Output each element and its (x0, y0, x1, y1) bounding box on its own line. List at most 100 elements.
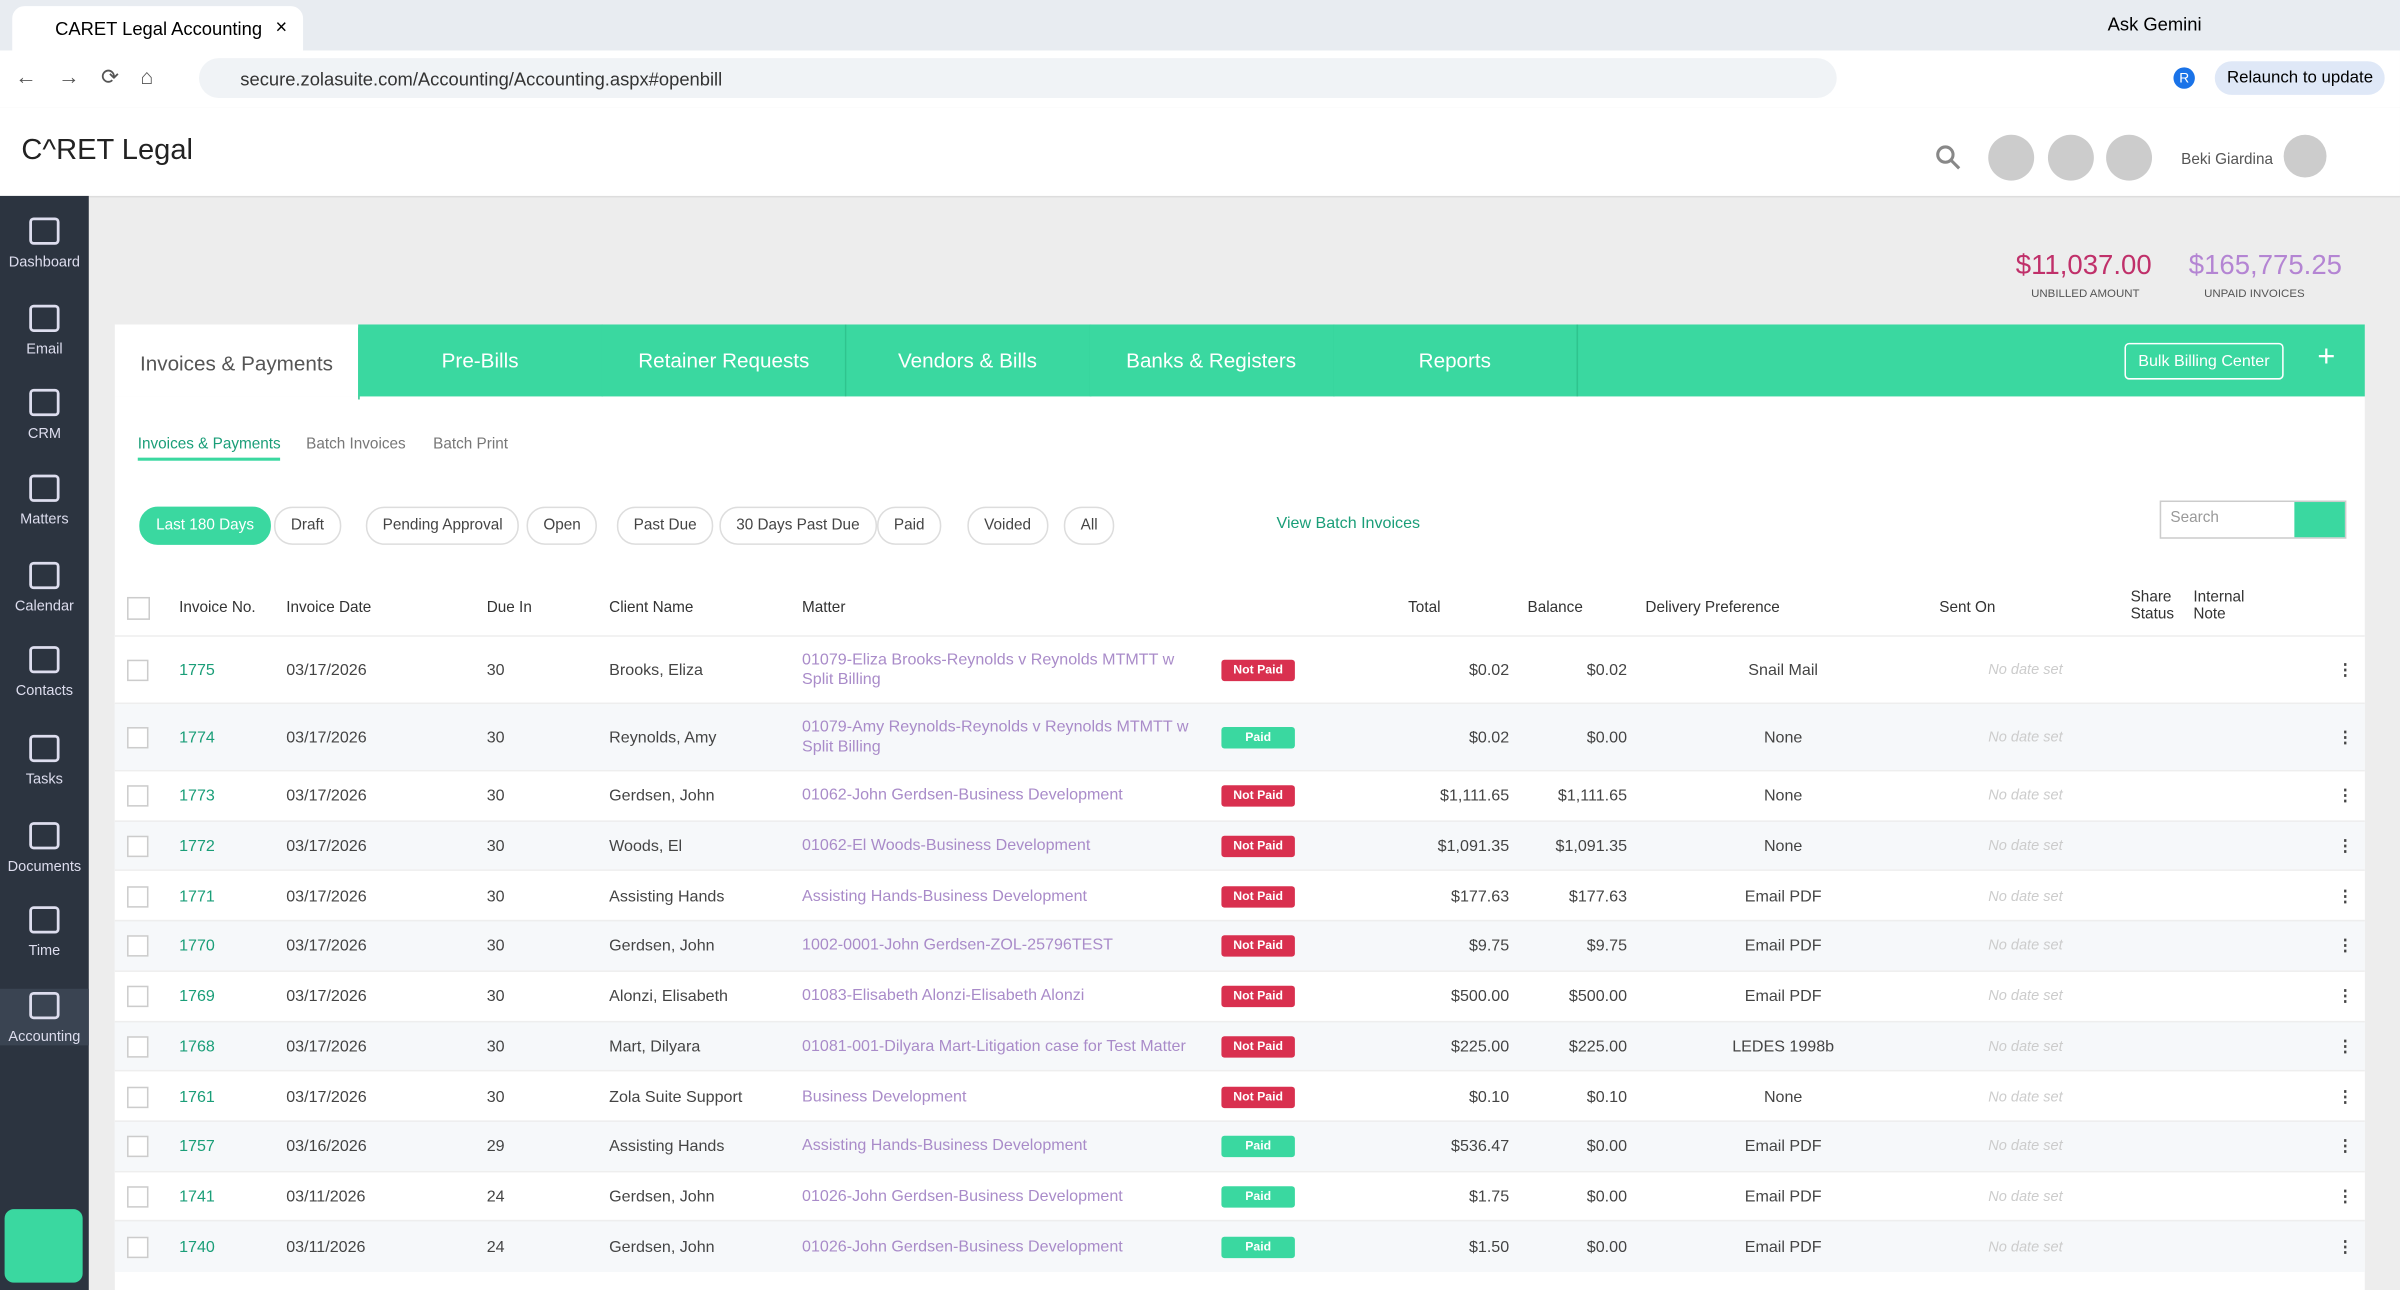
table-row[interactable]: 1771 03/17/2026 30 Assisting Hands Assisting… (114, 869, 2365, 922)
matter[interactable]: 1002-0001-John Gerdsen-ZOL-25796TEST (802, 936, 1113, 955)
matter[interactable]: 01081-001-Dilyara Mart-Litigation case f… (802, 1036, 1186, 1056)
sub-tab[interactable]: Invoices & Payments (137, 436, 281, 461)
row-menu[interactable]: ⋮ (2337, 728, 2354, 747)
table-row[interactable]: 1757 03/16/2026 29 Assisting Hands Assisting… (114, 1120, 2365, 1172)
invoice-no[interactable]: 1740 (179, 1237, 215, 1257)
bulk-billing[interactable]: Bulk Billing Center (2124, 342, 2284, 380)
row-checkbox[interactable] (127, 885, 149, 908)
row-checkbox[interactable] (127, 1236, 149, 1258)
nav-item[interactable]: Tasks (0, 732, 89, 788)
chat-widget[interactable] (4, 1209, 83, 1283)
row-checkbox[interactable] (127, 1136, 149, 1158)
relaunch[interactable]: Relaunch to update (2214, 61, 2386, 95)
row-menu[interactable]: ⋮ (2337, 987, 2354, 1006)
filter-chip[interactable]: 30 Days Past Due (719, 506, 877, 545)
user-name[interactable]: Beki Giardina (2181, 151, 2273, 169)
invoice-no[interactable]: 1769 (179, 987, 215, 1006)
add-button[interactable] (1988, 134, 2035, 181)
matter[interactable]: 01079-Amy Reynolds-Reynolds v Reynolds M… (802, 717, 1189, 757)
row-menu[interactable]: ⋮ (2337, 661, 2354, 680)
table-row[interactable]: 1769 03/17/2026 30 Alonzi, Elisabeth 01083-E… (114, 970, 2365, 1022)
add-tab[interactable]: + (2317, 339, 2336, 374)
table-row[interactable]: 1775 03/17/2026 30 Brooks, Eliza 01079-Eliza… (114, 635, 2365, 705)
invoice-no[interactable]: 1757 (179, 1137, 215, 1156)
nav-item[interactable]: Dashboard (0, 214, 89, 271)
gemini[interactable]: Ask Gemini (2107, 13, 2202, 36)
address-bar[interactable]: secure.zolasuite.com/Accounting/Accounti… (198, 58, 1837, 98)
row-checkbox[interactable] (127, 1186, 149, 1208)
table-row[interactable]: 1741 03/11/2026 24 Gerdsen, John 01026-John … (114, 1170, 2365, 1222)
row-menu[interactable]: ⋮ (2337, 1137, 2354, 1156)
nav-tab[interactable]: Retainer Requests (602, 324, 848, 397)
matter[interactable]: Assisting Hands-Business Development (802, 886, 1087, 905)
table-row[interactable]: 1773 03/17/2026 30 Gerdsen, John 01062-John … (114, 769, 2365, 822)
filter-chip[interactable]: Open (526, 506, 598, 545)
search-icon[interactable] (1935, 144, 1963, 172)
matter[interactable]: 01083-Elisabeth Alonzi-Elisabeth Alonzi (802, 986, 1085, 1006)
matter[interactable]: 01026-John Gerdsen-Business Development (802, 1236, 1123, 1256)
chat-button[interactable] (2106, 134, 2153, 181)
row-checkbox[interactable] (127, 935, 149, 958)
nav-tab[interactable]: Vendors & Bills (845, 324, 1091, 397)
table-row[interactable]: 1770 03/17/2026 30 Gerdsen, John 1002-0001-J… (114, 920, 2365, 972)
row-checkbox[interactable] (127, 785, 149, 808)
matter[interactable]: 01062-El Woods-Business Development (802, 836, 1091, 855)
nav-item[interactable]: Email (0, 302, 89, 358)
matter[interactable]: Assisting Hands-Business Development (802, 1136, 1087, 1156)
filter-chip[interactable]: Past Due (616, 506, 714, 545)
sub-tab[interactable]: Batch Invoices (306, 436, 406, 454)
close[interactable]: × (275, 15, 288, 39)
nav-item[interactable]: Documents (0, 819, 89, 876)
matter[interactable]: 01026-John Gerdsen-Business Development (802, 1186, 1123, 1206)
row-menu[interactable]: ⋮ (2337, 887, 2354, 906)
nav-buttons[interactable]: ←→⟳⌂ (15, 64, 175, 89)
row-menu[interactable]: ⋮ (2337, 937, 2354, 956)
invoice-no[interactable]: 1772 (179, 837, 215, 856)
table-row[interactable]: 1774 03/17/2026 30 Reynolds, Amy 01079-Amy R… (114, 702, 2365, 772)
nav-tab[interactable]: Reports (1333, 324, 1579, 397)
row-menu[interactable]: ⋮ (2337, 837, 2354, 856)
invoice-no[interactable]: 1761 (179, 1087, 215, 1106)
nav-item[interactable]: Accounting (0, 988, 89, 1046)
invoice-no[interactable]: 1774 (179, 728, 215, 747)
filter-button[interactable] (2294, 502, 2345, 538)
filter-chip[interactable]: Draft (273, 506, 341, 545)
table-row[interactable]: 1768 03/17/2026 30 Mart, Dilyara 01081-001-D… (114, 1020, 2365, 1072)
search-box[interactable]: Search (2159, 500, 2347, 539)
invoice-no[interactable]: 1773 (179, 787, 215, 806)
help-button[interactable] (2047, 134, 2094, 181)
table-row[interactable]: 1772 03/17/2026 30 Woods, El 01062-El Woods-… (114, 819, 2365, 872)
filter-chip[interactable]: Voided (967, 506, 1048, 545)
invoice-no[interactable]: 1770 (179, 937, 215, 956)
nav-item[interactable]: Matters (0, 471, 89, 528)
row-checkbox[interactable] (127, 659, 149, 682)
row-checkbox[interactable] (127, 835, 149, 858)
nav-item[interactable]: CRM (0, 386, 89, 442)
row-checkbox[interactable] (127, 1035, 149, 1058)
invoice-no[interactable]: 1775 (179, 661, 215, 680)
nav-item[interactable]: Contacts (0, 643, 89, 699)
row-menu[interactable]: ⋮ (2337, 787, 2354, 806)
invoice-no[interactable]: 1741 (179, 1187, 215, 1207)
matter[interactable]: 01062-John Gerdsen-Business Development (802, 786, 1123, 805)
nav-item[interactable]: Time (0, 903, 89, 960)
matter[interactable]: 01079-Eliza Brooks-Reynolds v Reynolds M… (802, 650, 1175, 689)
invoice-no[interactable]: 1771 (179, 887, 215, 906)
row-menu[interactable]: ⋮ (2337, 1037, 2354, 1056)
browser-tab[interactable]: CARET Legal Accounting × (12, 6, 304, 51)
logo[interactable]: C^RET Legal (21, 134, 193, 167)
filter-chip[interactable]: All (1063, 506, 1115, 545)
nav-item[interactable]: Calendar (0, 559, 89, 615)
select-all[interactable] (127, 596, 150, 620)
table-row[interactable]: 1761 03/17/2026 30 Zola Suite Support Busine… (114, 1070, 2365, 1122)
nav-tab[interactable]: Banks & Registers (1089, 324, 1335, 397)
row-menu[interactable]: ⋮ (2337, 1187, 2354, 1207)
row-checkbox[interactable] (127, 985, 149, 1008)
avatar[interactable] (2283, 134, 2327, 178)
filter-chip[interactable]: Paid (877, 506, 942, 545)
nav-tab[interactable]: Pre-Bills (358, 324, 604, 397)
row-checkbox[interactable] (127, 1086, 149, 1108)
filter-chip[interactable]: Pending Approval (365, 506, 520, 545)
row-menu[interactable]: ⋮ (2337, 1237, 2354, 1257)
matter[interactable]: Business Development (802, 1086, 967, 1106)
